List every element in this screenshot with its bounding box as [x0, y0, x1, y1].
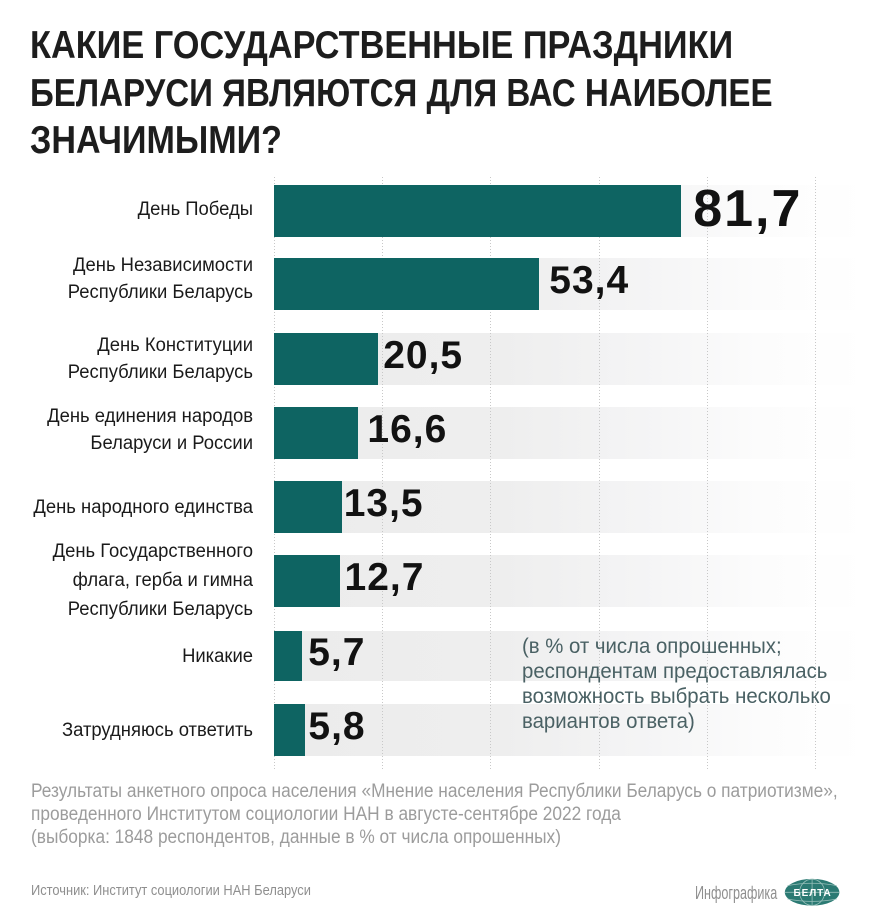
- svg-text:БЕЛТА: БЕЛТА: [794, 888, 832, 899]
